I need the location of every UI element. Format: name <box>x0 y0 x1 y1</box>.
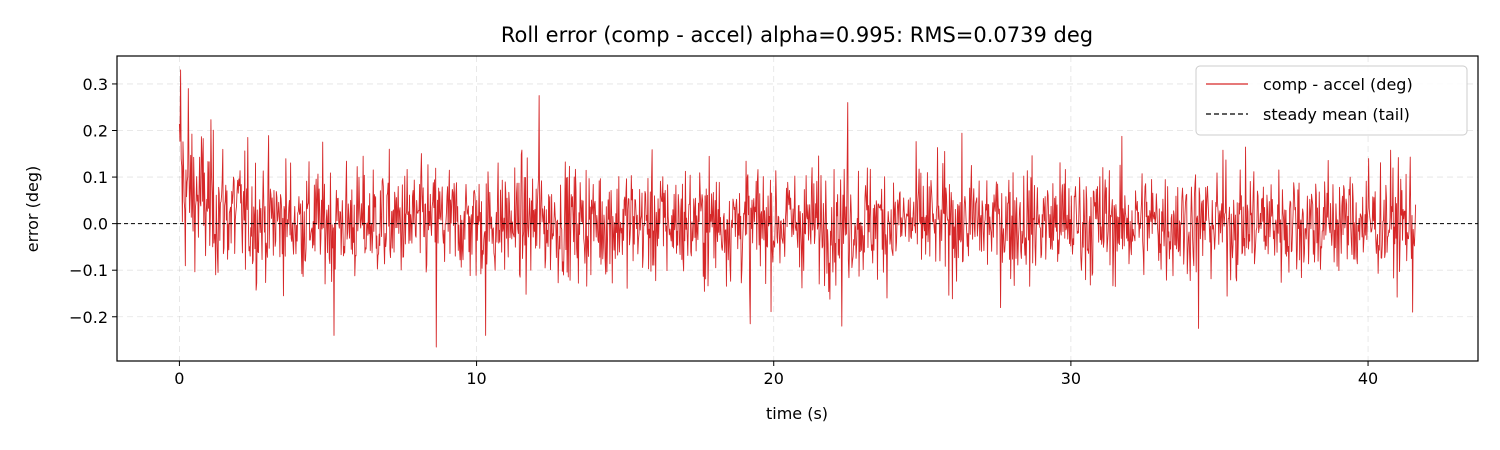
series-line-comp-accel <box>178 69 1417 348</box>
legend: comp - accel (deg) steady mean (tail) <box>1195 65 1468 136</box>
legend-label-steady-mean: steady mean (tail) <box>1263 105 1410 124</box>
series-layer <box>178 69 1417 348</box>
axis-ticks: 0 10 20 30 40 0.3 0.2 0.1 0.0 −0.1 −0.2 <box>69 75 1378 388</box>
x-tick-label: 10 <box>466 369 486 388</box>
x-tick-label: 20 <box>764 369 784 388</box>
x-tick-label: 40 <box>1358 369 1378 388</box>
plot-frame <box>116 55 1479 362</box>
y-tick-label: 0.2 <box>83 122 108 141</box>
y-tick-label: −0.1 <box>69 261 108 280</box>
y-tick-label: 0.3 <box>83 75 108 94</box>
x-tick-label: 0 <box>174 369 184 388</box>
legend-label-comp-accel: comp - accel (deg) <box>1263 75 1413 94</box>
x-tick-label: 30 <box>1061 369 1081 388</box>
legend-frame <box>1195 65 1468 136</box>
x-axis-label: time (s) <box>766 404 828 423</box>
y-tick-label: −0.2 <box>69 308 108 327</box>
chart-title: Roll error (comp - accel) alpha=0.995: R… <box>501 23 1093 47</box>
y-tick-label: 0.1 <box>83 168 108 187</box>
y-tick-label: 0.0 <box>83 215 108 234</box>
y-axis-label: error (deg) <box>23 166 42 252</box>
